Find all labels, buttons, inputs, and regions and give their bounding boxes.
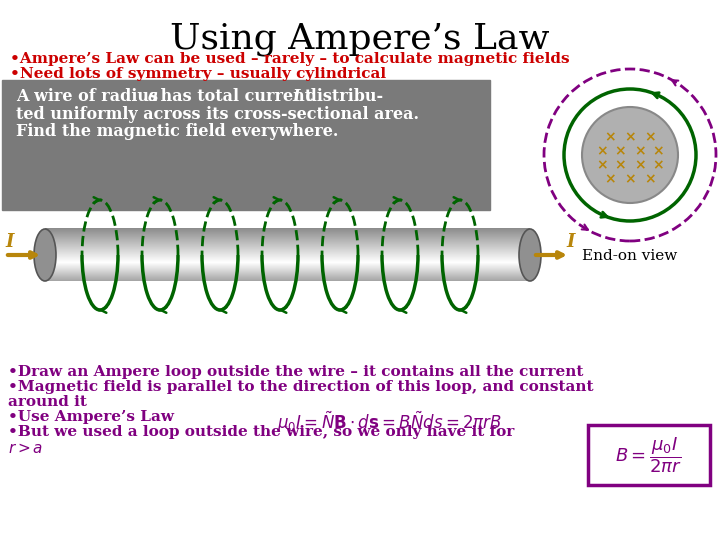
Text: a: a [148, 88, 158, 105]
Text: has total current: has total current [155, 88, 318, 105]
Text: I: I [292, 88, 300, 105]
Bar [45, 250, 530, 251]
Text: ×: × [624, 130, 636, 144]
Text: ×: × [604, 130, 616, 144]
Text: End-on view: End-on view [582, 249, 678, 263]
Text: $r > a$: $r > a$ [8, 442, 43, 456]
Bar [45, 262, 530, 263]
Ellipse shape [519, 229, 541, 281]
Text: I: I [566, 233, 575, 251]
Text: ×: × [596, 158, 608, 172]
Bar [45, 274, 530, 275]
Text: ×: × [634, 158, 646, 172]
Bar [45, 267, 530, 268]
Text: ×: × [596, 144, 608, 158]
Bar [45, 266, 530, 267]
Text: ×: × [634, 144, 646, 158]
Bar [45, 240, 530, 241]
Text: •Draw an Ampere loop outside the wire – it contains all the current: •Draw an Ampere loop outside the wire – … [8, 365, 583, 379]
Circle shape [582, 107, 678, 203]
Bar [45, 239, 530, 240]
Text: ×: × [624, 172, 636, 186]
Bar [45, 252, 530, 253]
Text: ×: × [644, 130, 656, 144]
Bar [45, 238, 530, 239]
Bar [45, 237, 530, 238]
Bar [45, 254, 530, 255]
Text: $\mu_0 I = \tilde{N}\mathbf{B} \cdot d\mathbf{s} = B\tilde{N}ds = 2\pi rB$: $\mu_0 I = \tilde{N}\mathbf{B} \cdot d\m… [277, 410, 503, 435]
Bar [45, 257, 530, 258]
Ellipse shape [34, 229, 56, 281]
Bar [45, 232, 530, 233]
Bar [45, 279, 530, 280]
Text: I: I [5, 233, 14, 251]
Bar [45, 258, 530, 259]
Bar [45, 233, 530, 234]
Bar [45, 249, 530, 250]
Bar [45, 236, 530, 237]
Bar [45, 228, 530, 229]
Bar [45, 270, 530, 271]
Text: •Need lots of symmetry – usually cylindrical: •Need lots of symmetry – usually cylindr… [10, 67, 386, 81]
Bar [45, 263, 530, 264]
Bar [45, 243, 530, 244]
Bar [45, 273, 530, 274]
Bar [45, 231, 530, 232]
Bar [45, 280, 530, 281]
Bar [45, 247, 530, 248]
Text: ted uniformly across its cross-sectional area.: ted uniformly across its cross-sectional… [16, 106, 419, 123]
Text: •Use Ampere’s Law: •Use Ampere’s Law [8, 410, 174, 424]
Text: •Magnetic field is parallel to the direction of this loop, and constant: •Magnetic field is parallel to the direc… [8, 380, 593, 394]
Bar [45, 275, 530, 276]
Text: ×: × [652, 144, 664, 158]
Text: $B = \dfrac{\mu_0 I}{2\pi r}$: $B = \dfrac{\mu_0 I}{2\pi r}$ [616, 435, 683, 475]
Text: distribu-: distribu- [300, 88, 383, 105]
Text: ×: × [604, 172, 616, 186]
Bar [45, 265, 530, 266]
Bar [45, 277, 530, 278]
Text: A wire of radius: A wire of radius [16, 88, 163, 105]
Bar [588, 425, 710, 485]
Bar [45, 242, 530, 243]
Bar [45, 271, 530, 272]
Bar [45, 268, 530, 269]
Bar [45, 234, 530, 235]
Bar [45, 256, 530, 257]
Bar [45, 269, 530, 270]
Text: ×: × [614, 158, 626, 172]
Text: Find the magnetic field everywhere.: Find the magnetic field everywhere. [16, 123, 338, 140]
Text: •But we used a loop outside the wire, so we only have it for: •But we used a loop outside the wire, so… [8, 425, 514, 439]
Bar [45, 245, 530, 246]
Bar [45, 235, 530, 236]
Bar [45, 261, 530, 262]
Bar [45, 246, 530, 247]
Bar [45, 260, 530, 261]
Bar [2, 80, 490, 210]
Bar [45, 264, 530, 265]
Text: ×: × [614, 144, 626, 158]
Text: ×: × [652, 158, 664, 172]
Bar [45, 259, 530, 260]
Bar [45, 251, 530, 252]
Text: •Ampere’s Law can be used – rarely – to calculate magnetic fields: •Ampere’s Law can be used – rarely – to … [10, 52, 570, 66]
Bar [45, 244, 530, 245]
Bar [45, 230, 530, 231]
Bar [45, 276, 530, 277]
Bar [45, 229, 530, 230]
Bar [45, 253, 530, 254]
Bar [45, 255, 530, 256]
Bar [45, 272, 530, 273]
Text: around it: around it [8, 395, 87, 409]
Bar [45, 241, 530, 242]
Text: Using Ampere’s Law: Using Ampere’s Law [170, 22, 550, 56]
Text: ×: × [644, 172, 656, 186]
Bar [45, 248, 530, 249]
Bar [45, 278, 530, 279]
